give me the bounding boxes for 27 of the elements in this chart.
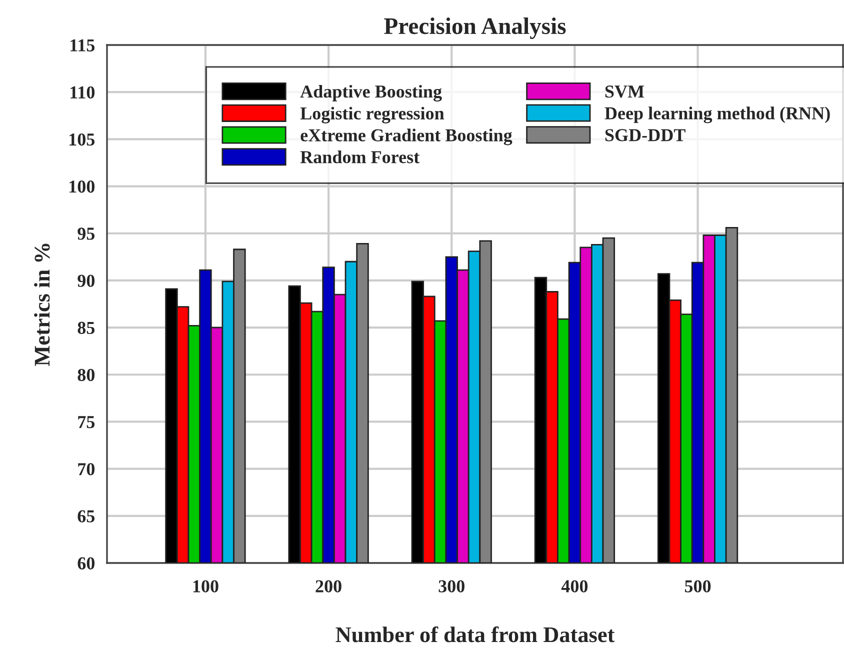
legend-label: SGD-DDT [605, 129, 686, 142]
y-tick-label: 110 [70, 86, 95, 99]
y-tick-label: 115 [70, 39, 95, 52]
legend-label: eXtreme Gradient Boosting [300, 128, 512, 146]
chart-title: Precision Analysis [384, 18, 566, 39]
x-tick-label: 200 [316, 580, 342, 592]
legend-label: Deep learning method (RNN) [604, 106, 830, 124]
y-tick-label: 60 [78, 557, 95, 570]
x-axis-title: Number of data from Dataset [336, 626, 615, 642]
legend-label: Logistic regression [300, 106, 444, 124]
y-tick-label: 100 [70, 180, 95, 193]
x-tick-label: 400 [561, 580, 588, 592]
x-tick-label: 500 [684, 580, 711, 592]
x-tick-label: 300 [438, 580, 464, 592]
legend-label: Random Forest [300, 150, 420, 164]
y-tick-label: 80 [78, 368, 95, 382]
y-axis-title: Metrics in % [34, 244, 50, 366]
legend-label: Adaptive Boosting [300, 84, 442, 102]
y-tick-label: 90 [78, 274, 95, 287]
legend-label: SVM [605, 86, 644, 98]
y-tick-label: 95 [78, 228, 95, 240]
x-tick-label: 100 [193, 580, 218, 592]
y-tick-label: 85 [78, 322, 95, 334]
y-tick-label: 75 [78, 416, 95, 428]
y-tick-label: 70 [78, 463, 95, 476]
y-tick-label: 105 [70, 133, 95, 146]
y-tick-label: 65 [78, 510, 95, 522]
